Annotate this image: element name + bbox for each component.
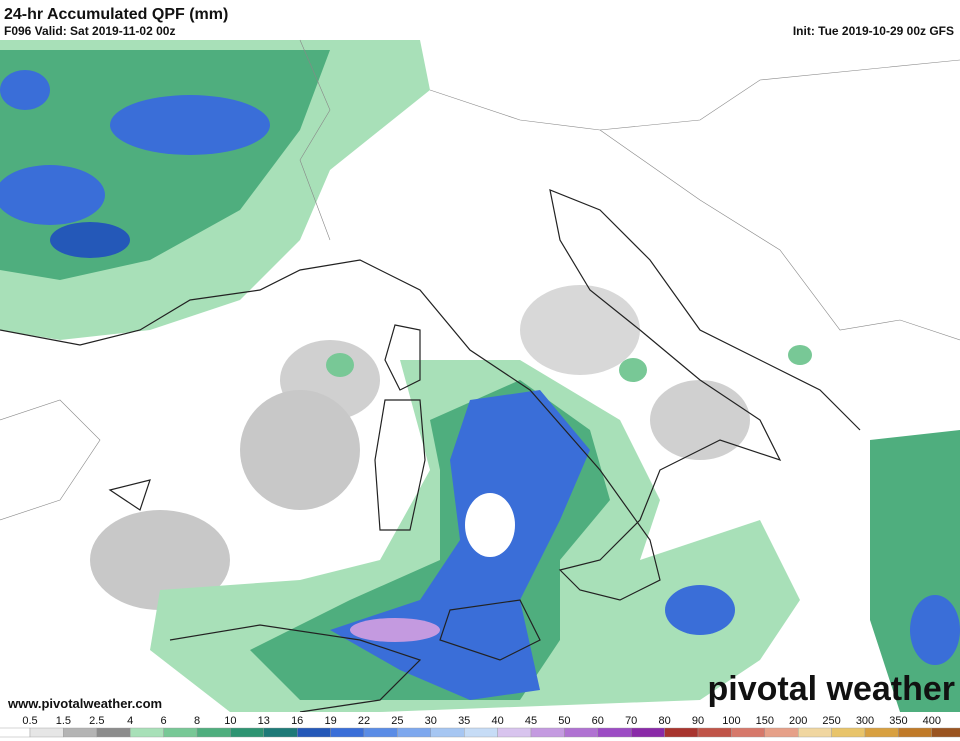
colorbar-swatch <box>464 727 498 738</box>
colorbar-swatch <box>129 727 164 738</box>
colorbar-label: 35 <box>458 715 470 727</box>
init-time: Init: Tue 2019-10-29 00z GFS <box>793 24 954 38</box>
colorbar-label: 40 <box>491 715 503 727</box>
colorbar-swatch <box>297 727 331 738</box>
colorbar-label: 50 <box>558 715 570 727</box>
colorbar-swatch <box>230 727 264 738</box>
colorbar-swatch <box>731 727 766 738</box>
precip-field <box>0 40 960 712</box>
colorbar-swatch <box>330 727 365 738</box>
colorbar-swatch <box>564 727 599 738</box>
colorbar-swatch <box>831 727 866 738</box>
colorbar-swatch <box>697 727 732 738</box>
colorbar-label: 80 <box>658 715 670 727</box>
colorbar-label: 400 <box>923 715 941 727</box>
colorbar-swatch <box>530 727 565 738</box>
colorbar-label: 0.5 <box>22 715 37 727</box>
colorbar-swatch <box>898 727 933 738</box>
colorbar-label: 16 <box>291 715 303 727</box>
colorbar-swatch <box>196 727 231 738</box>
borders <box>0 39 960 521</box>
colorbar-swatch <box>764 727 799 738</box>
colorbar-swatch <box>163 727 198 738</box>
colorbar-label: 250 <box>822 715 840 727</box>
colorbar-label: 4 <box>127 715 133 727</box>
colorbar-label: 90 <box>692 715 704 727</box>
colorbar-label: 30 <box>425 715 437 727</box>
colorbar-label: 60 <box>592 715 604 727</box>
colorbar-label: 350 <box>889 715 907 727</box>
valid-time: F096 Valid: Sat 2019-11-02 00z <box>4 24 175 38</box>
coastlines <box>0 189 861 713</box>
colorbar-label: 150 <box>756 715 774 727</box>
colorbar-swatch <box>931 727 960 738</box>
colorbar-label: 8 <box>194 715 200 727</box>
colorbar-swatch <box>363 727 398 738</box>
title: 24-hr Accumulated QPF (mm) <box>4 6 228 23</box>
colorbar-swatch <box>497 727 532 738</box>
colorbar-swatch <box>430 727 465 738</box>
colorbar-swatch <box>0 727 31 738</box>
watermark: pivotal weather <box>707 670 955 708</box>
colorbar-label: 6 <box>161 715 167 727</box>
colorbar-label: 45 <box>525 715 537 727</box>
site-url: www.pivotalweather.com <box>7 696 162 711</box>
colorbar-label: 25 <box>391 715 403 727</box>
colorbar-label: 2.5 <box>89 715 104 727</box>
colorbar-label: 300 <box>856 715 874 727</box>
colorbar-swatch <box>798 727 832 738</box>
colorbar-label: 70 <box>625 715 637 727</box>
colorbar-swatch <box>263 727 298 738</box>
colorbar-swatch <box>29 727 64 738</box>
colorbar-swatch <box>597 727 632 738</box>
colorbar-swatch <box>96 727 131 738</box>
colorbar-label: 19 <box>324 715 336 727</box>
colorbar-label: 1.5 <box>56 715 71 727</box>
colorbar-swatch <box>63 727 98 738</box>
colorbar-label: 22 <box>358 715 370 727</box>
colorbar-swatch <box>397 727 431 738</box>
colorbar-label: 13 <box>258 715 270 727</box>
colorbar-label: 10 <box>224 715 236 727</box>
colorbar-label: 200 <box>789 715 807 727</box>
colorbar-swatch <box>631 727 665 738</box>
colorbar-swatch <box>664 727 699 738</box>
colorbar-label: 100 <box>722 715 740 727</box>
colorbar: 0.5 1.5 2.5 4 6 8 10 13 16 19 22 25 30 35 40 45 50 60 70 80… <box>0 712 960 741</box>
colorbar-swatch <box>864 727 899 738</box>
